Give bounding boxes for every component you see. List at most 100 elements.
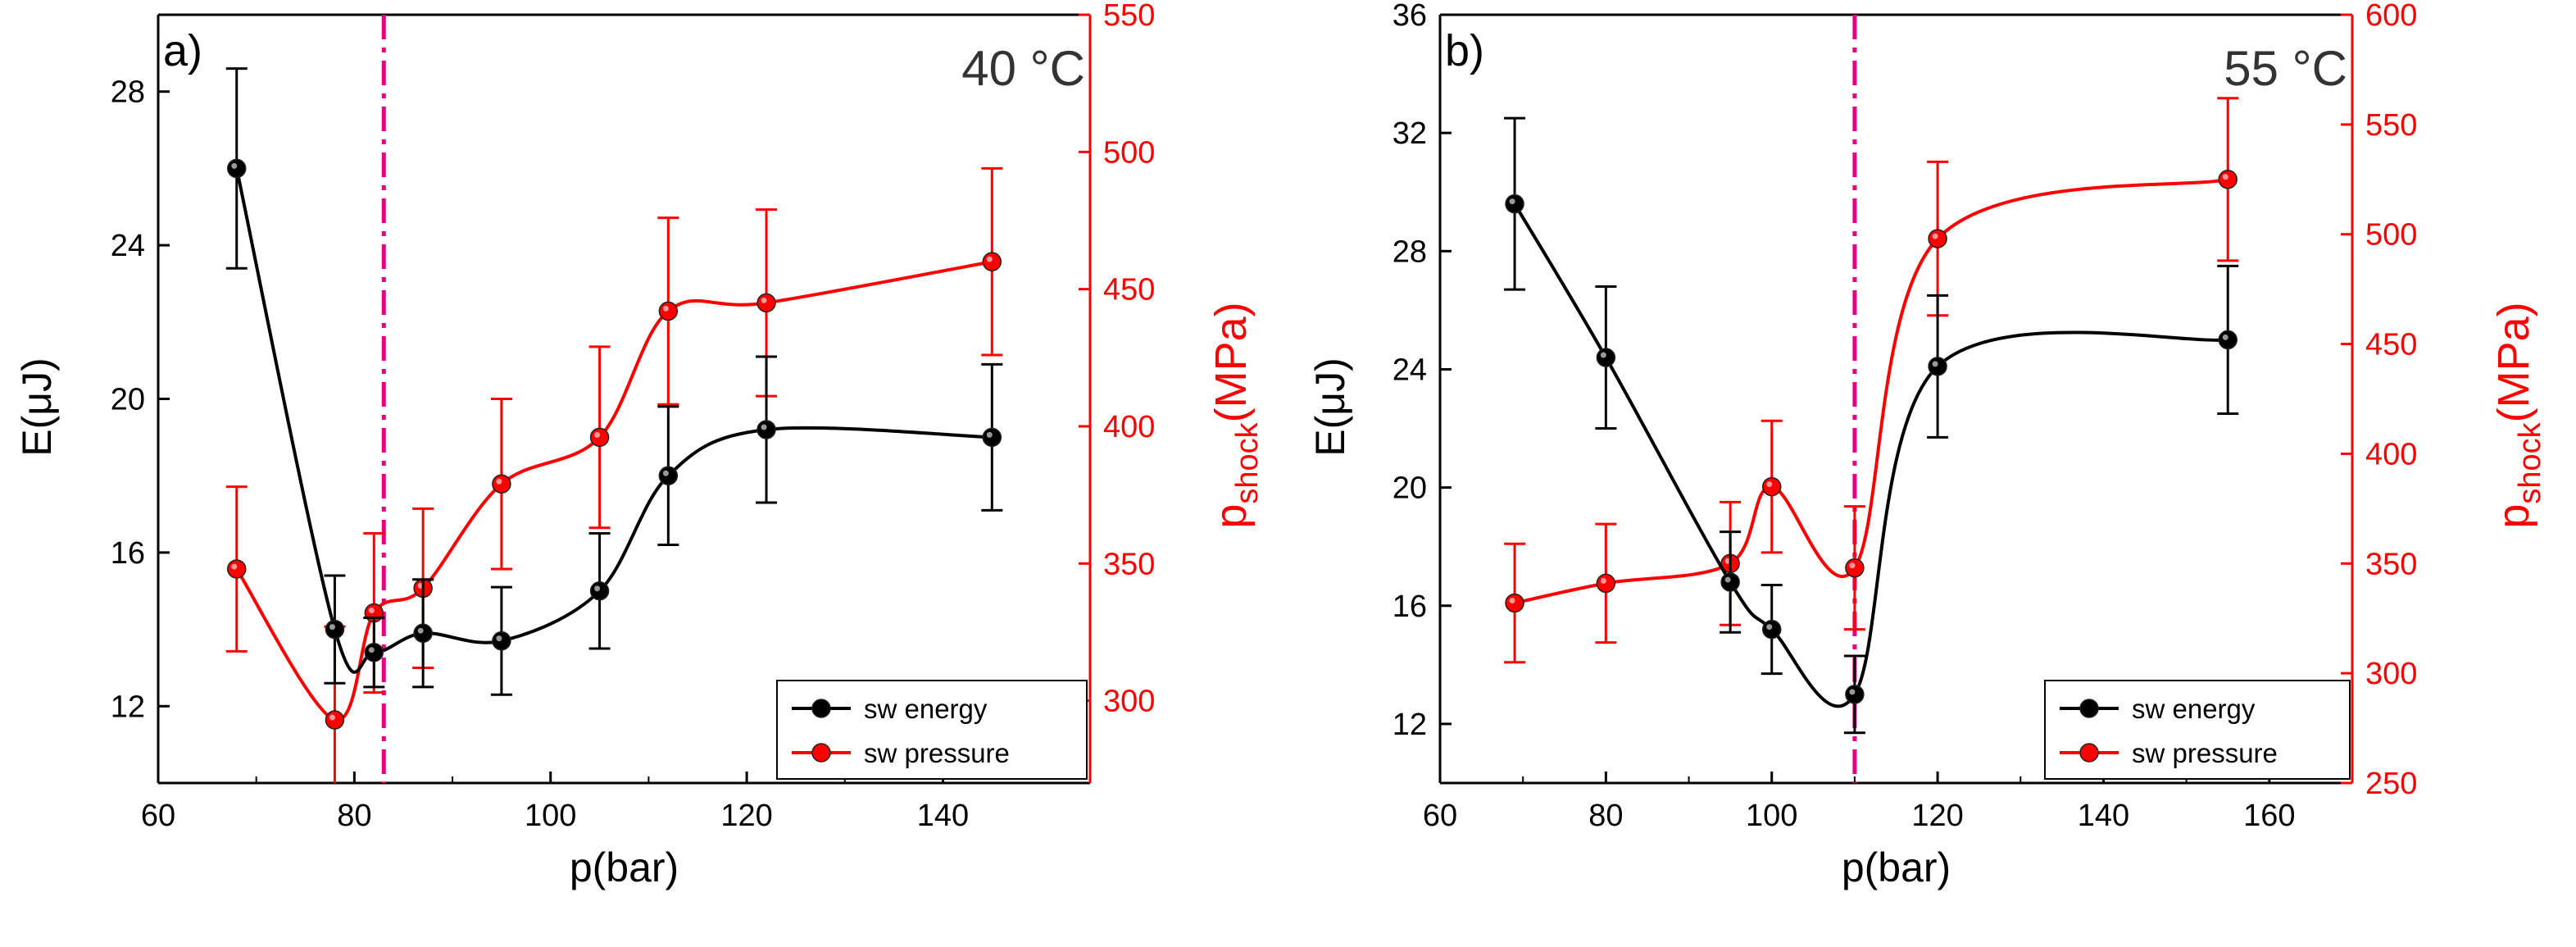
y2-label-main: p bbox=[2489, 504, 2538, 529]
y2-tick-label: 450 bbox=[1103, 273, 1155, 307]
y2-tick-label: 400 bbox=[2365, 437, 2417, 471]
data-point-highlight bbox=[1849, 562, 1856, 569]
data-point-highlight bbox=[2222, 174, 2228, 180]
y2-tick-label: 550 bbox=[1103, 0, 1155, 33]
data-point-highlight bbox=[2222, 334, 2228, 340]
y2-label-subscript: shock bbox=[1230, 421, 1265, 503]
y2-label-unit: (MPa) bbox=[1206, 302, 1256, 422]
y-axis-label: E(μJ) bbox=[1307, 357, 1353, 456]
legend-box bbox=[776, 680, 1088, 780]
data-point-highlight bbox=[496, 635, 502, 642]
y-tick-label: 12 bbox=[111, 690, 145, 724]
data-point-energy bbox=[2218, 330, 2238, 350]
data-point-highlight bbox=[1766, 624, 1773, 631]
panel-label: a) bbox=[163, 26, 202, 75]
data-point-highlight bbox=[231, 162, 238, 169]
data-point-pressure bbox=[1761, 476, 1782, 497]
data-point-highlight bbox=[368, 647, 375, 653]
series-line-energy bbox=[1513, 203, 2228, 708]
y-tick-label: 24 bbox=[1392, 353, 1427, 387]
data-point-highlight bbox=[329, 714, 335, 721]
x-tick-label: 100 bbox=[1746, 799, 1797, 833]
legend-marker bbox=[2079, 699, 2099, 718]
y2-tick-label: 250 bbox=[2365, 767, 2417, 801]
legend-label: sw energy bbox=[864, 694, 988, 724]
data-point-highlight bbox=[761, 424, 767, 430]
panel-label: b) bbox=[1445, 26, 1484, 75]
data-point-energy bbox=[1845, 685, 1865, 704]
data-point-highlight bbox=[1509, 198, 1515, 205]
legend-marker bbox=[811, 743, 831, 763]
legend-marker bbox=[2079, 743, 2099, 763]
x-tick-label: 80 bbox=[1588, 799, 1623, 833]
data-point-pressure bbox=[756, 293, 776, 313]
y2-tick-label: 400 bbox=[1103, 410, 1155, 444]
x-tick-label: 80 bbox=[337, 799, 371, 833]
y-tick-label: 28 bbox=[1392, 234, 1427, 269]
data-point-highlight bbox=[1932, 233, 1938, 239]
data-point-highlight bbox=[1724, 576, 1731, 583]
data-point-energy bbox=[658, 466, 679, 485]
data-point-pressure bbox=[1505, 593, 1524, 613]
y-tick-label: 32 bbox=[1392, 116, 1427, 151]
y2-tick-label: 600 bbox=[2365, 0, 2417, 33]
data-point-pressure bbox=[492, 474, 511, 494]
x-tick-label: 160 bbox=[2243, 799, 2295, 833]
y2-tick-label: 550 bbox=[2365, 108, 2417, 143]
legend-label: sw energy bbox=[2132, 694, 2256, 724]
data-point-highlight bbox=[662, 470, 669, 476]
data-point-highlight bbox=[1932, 361, 1938, 367]
y-tick-label: 12 bbox=[1392, 708, 1427, 742]
y-axis-label: E(μJ) bbox=[14, 357, 60, 456]
y2-tick-label: 300 bbox=[2365, 657, 2417, 691]
data-point-highlight bbox=[368, 608, 375, 614]
data-point-energy bbox=[226, 158, 247, 179]
data-point-highlight bbox=[231, 563, 238, 570]
data-point-highlight bbox=[1600, 352, 1606, 358]
x-tick-label: 60 bbox=[1423, 799, 1457, 833]
y-tick-label: 20 bbox=[111, 383, 145, 417]
y2-tick-label: 500 bbox=[1103, 135, 1155, 170]
plot-area bbox=[225, 67, 1003, 783]
data-point-highlight bbox=[594, 585, 601, 592]
y2-tick-label: 300 bbox=[1103, 685, 1155, 719]
x-tick-label: 140 bbox=[917, 799, 969, 833]
data-point-highlight bbox=[1600, 577, 1606, 584]
data-point-energy bbox=[589, 581, 610, 601]
temperature-label: 55 °C bbox=[2224, 41, 2347, 96]
legend-box bbox=[2044, 680, 2351, 780]
data-point-highlight bbox=[761, 297, 767, 303]
data-point-highlight bbox=[329, 624, 335, 631]
data-point-highlight bbox=[1509, 597, 1515, 603]
y-tick-label: 28 bbox=[111, 75, 145, 110]
data-point-highlight bbox=[986, 431, 993, 438]
data-point-highlight bbox=[417, 627, 424, 634]
y2-tick-label: 350 bbox=[2365, 547, 2417, 581]
data-point-pressure bbox=[658, 301, 679, 321]
data-point-pressure bbox=[2218, 170, 2238, 189]
temperature-label: 40 °C bbox=[961, 41, 1085, 96]
series-line-energy bbox=[234, 167, 993, 674]
data-point-highlight bbox=[662, 305, 669, 312]
data-point-highlight bbox=[1849, 689, 1856, 695]
y-tick-label: 24 bbox=[111, 229, 145, 263]
data-point-pressure bbox=[982, 252, 1002, 271]
data-point-pressure bbox=[1845, 558, 1865, 578]
data-point-energy bbox=[1720, 572, 1740, 592]
y2-tick-label: 350 bbox=[1103, 547, 1155, 581]
plot-area bbox=[1504, 97, 2239, 735]
x-tick-label: 120 bbox=[720, 799, 772, 833]
data-point-energy bbox=[982, 427, 1002, 448]
x-axis-label: p(bar) bbox=[1842, 845, 1951, 890]
data-point-energy bbox=[325, 619, 345, 640]
y2-tick-label: 500 bbox=[2365, 218, 2417, 253]
panel-b: 60 80 100 120 140 160 12 16 20 24 28 32 36 250 300 350 4… bbox=[1307, 0, 2547, 890]
legend-label: sw pressure bbox=[2132, 738, 2278, 768]
data-point-energy bbox=[364, 642, 384, 662]
y2-label-unit: (MPa) bbox=[2489, 302, 2538, 422]
legend-label: sw pressure bbox=[864, 738, 1010, 768]
x-tick-label: 120 bbox=[1911, 799, 1963, 833]
data-point-pressure bbox=[325, 710, 345, 730]
y2-label-main: p bbox=[1206, 504, 1256, 529]
